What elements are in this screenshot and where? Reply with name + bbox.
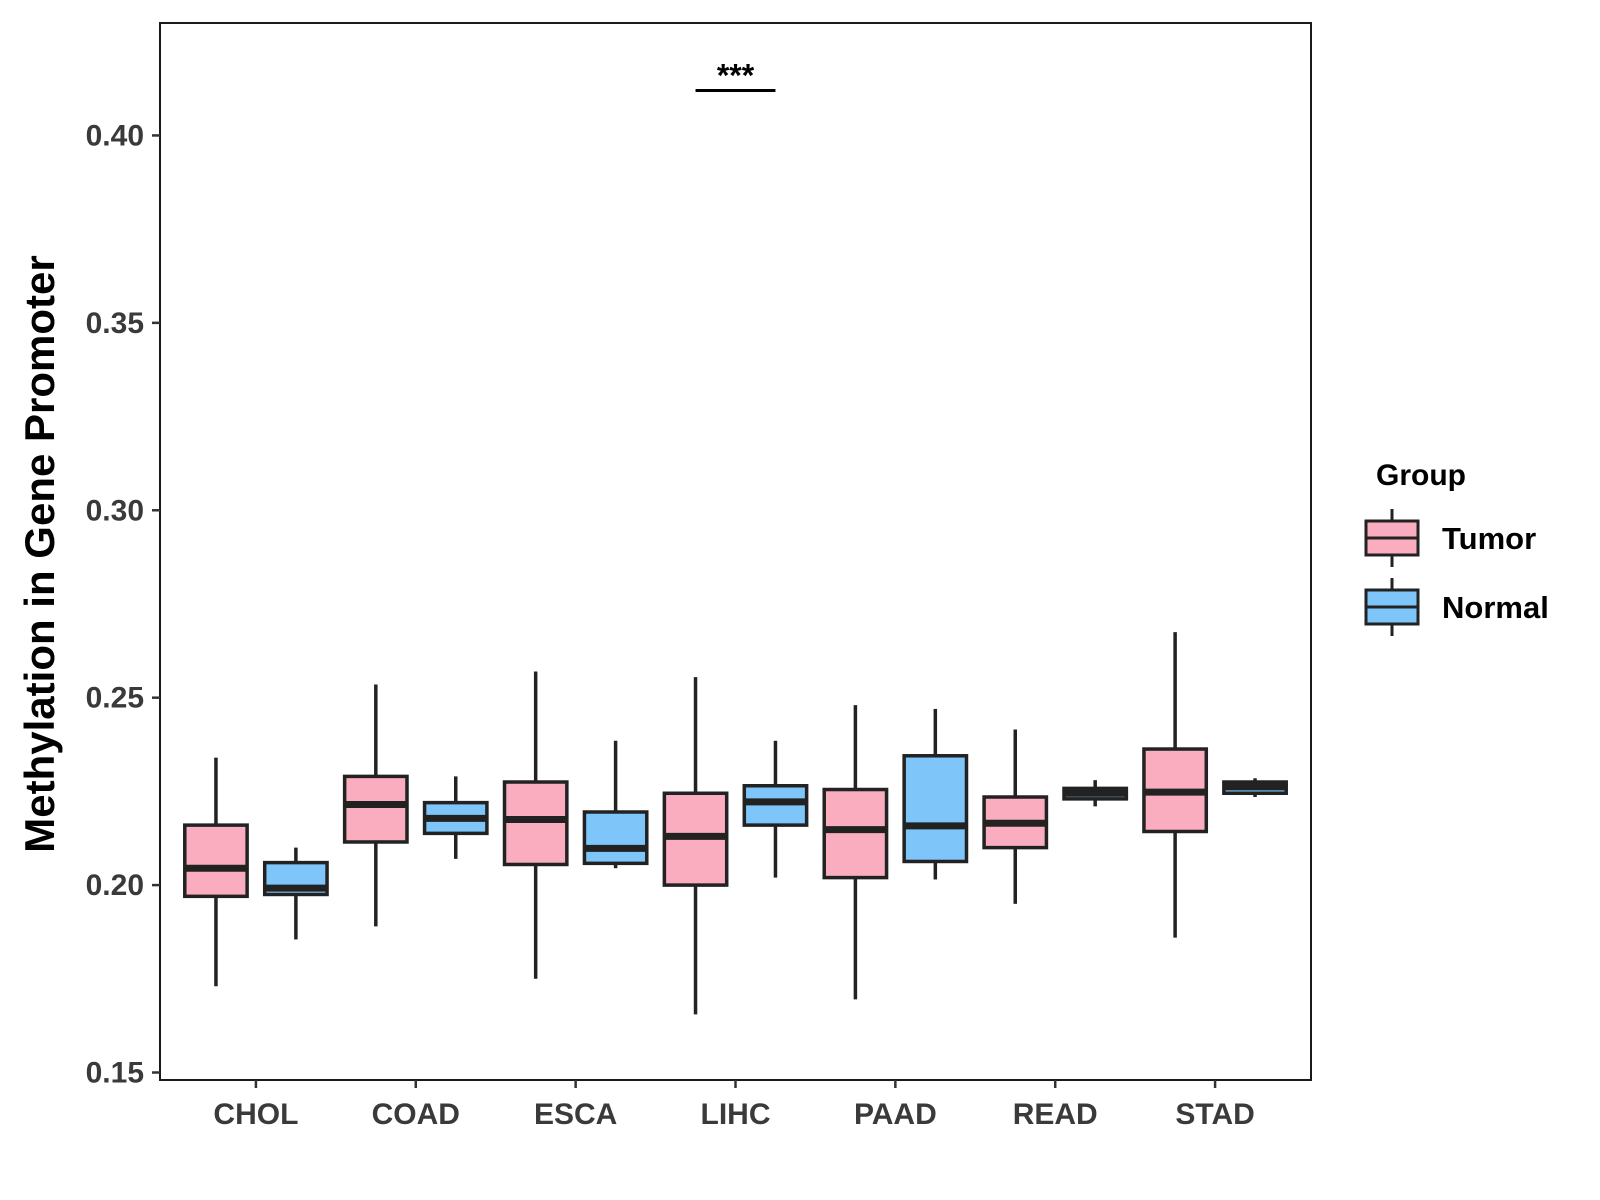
x-axis: CHOL COAD ESCA LIHC PAAD READ STAD xyxy=(213,1080,1255,1131)
y-axis: 0.15 0.20 0.25 0.30 0.35 0.40 xyxy=(86,119,160,1090)
legend-label-tumor: Tumor xyxy=(1442,521,1536,556)
iqr-box-tumor-paad xyxy=(822,787,889,880)
iqr-box-normal-paad xyxy=(902,754,969,864)
legend-entry-normal: Normal xyxy=(1364,578,1549,636)
box-tumor-stad xyxy=(1142,632,1209,938)
box-tumor-chol xyxy=(183,757,249,987)
x-tick-label: LIHC xyxy=(701,1098,771,1131)
box-normal-stad xyxy=(1222,778,1288,798)
y-tick-label: 0.25 xyxy=(86,682,144,715)
legend-label-normal: Normal xyxy=(1442,590,1549,625)
y-tick-label: 0.40 xyxy=(86,119,144,152)
box-normal-lihc xyxy=(742,740,809,878)
y-tick-label: 0.15 xyxy=(86,1057,144,1090)
legend-entry-tumor: Tumor xyxy=(1364,509,1536,567)
y-tick-label: 0.20 xyxy=(86,869,144,902)
x-tick-label: CHOL xyxy=(213,1098,298,1131)
y-tick-label: 0.35 xyxy=(86,307,144,340)
boxes-layer xyxy=(183,632,1288,1015)
significance-label: *** xyxy=(717,57,755,93)
box-tumor-lihc xyxy=(662,677,729,1015)
legend: Group Tumor Normal xyxy=(1364,459,1549,636)
iqr-box-tumor-esca xyxy=(502,780,569,867)
iqr-box-tumor-coad xyxy=(342,774,409,844)
box-normal-paad xyxy=(902,708,969,880)
iqr-box-normal-esca xyxy=(582,810,649,866)
box-tumor-coad xyxy=(342,684,409,927)
x-tick-label: COAD xyxy=(372,1098,460,1131)
box-normal-chol xyxy=(262,847,329,940)
x-tick-label: PAAD xyxy=(854,1098,937,1131)
box-tumor-read xyxy=(982,729,1049,904)
box-normal-esca xyxy=(582,740,649,869)
legend-title: Group xyxy=(1376,459,1466,492)
x-tick-label: ESCA xyxy=(534,1098,617,1131)
box-normal-coad xyxy=(422,776,489,859)
box-tumor-esca xyxy=(502,671,569,979)
x-tick-label: READ xyxy=(1013,1098,1098,1131)
x-tick-label: STAD xyxy=(1175,1098,1254,1131)
box-normal-read xyxy=(1062,780,1129,807)
annotation-layer: *** xyxy=(695,57,776,93)
iqr-box-tumor-chol xyxy=(183,823,249,899)
iqr-box-normal-lihc xyxy=(742,784,809,827)
y-tick-label: 0.30 xyxy=(86,494,144,527)
y-axis-title: Methylation in Gene Promoter xyxy=(16,255,63,852)
box-tumor-paad xyxy=(822,705,889,1000)
